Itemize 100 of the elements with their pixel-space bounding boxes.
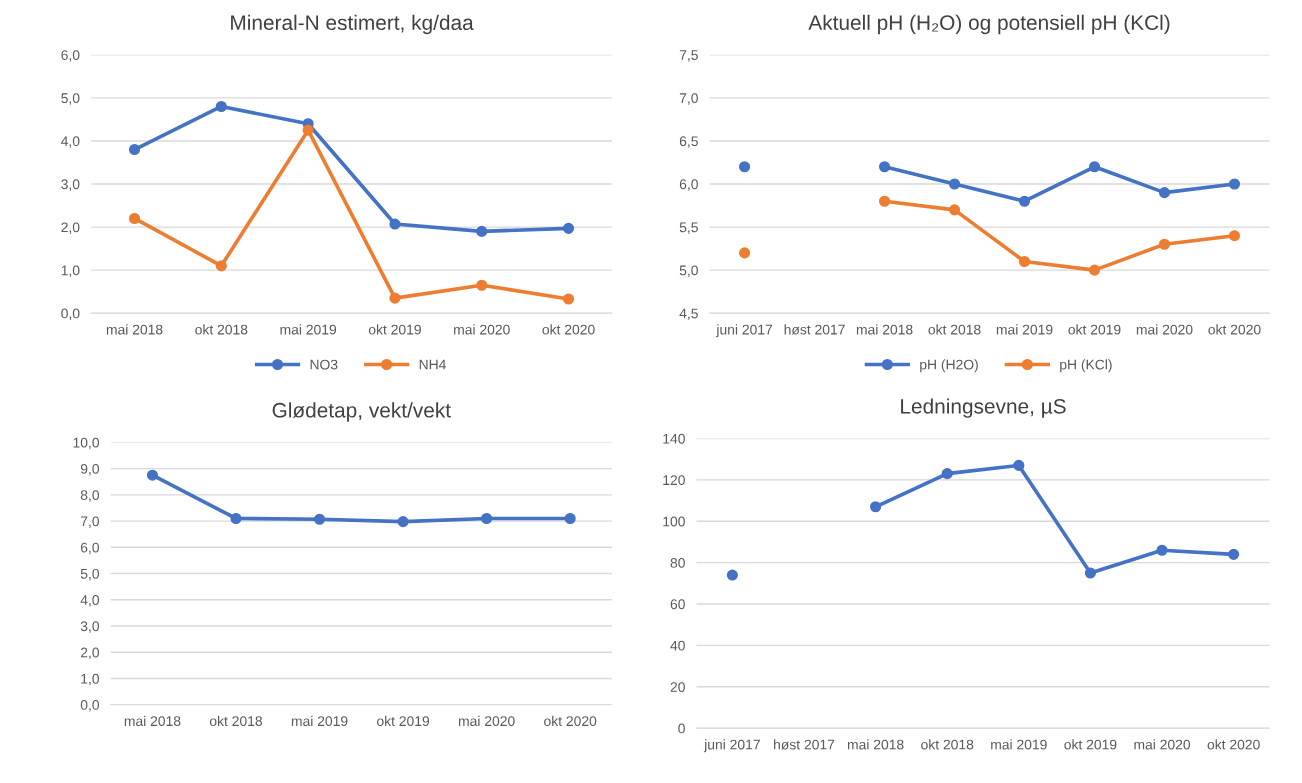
- point: [389, 218, 401, 230]
- y-tick-label: 60: [670, 599, 685, 610]
- y-tick-label: 1,0: [81, 673, 100, 686]
- y-tick-label: 140: [663, 433, 685, 444]
- legend-label: NO3: [310, 359, 338, 370]
- x-tick-label: mai 2019: [280, 324, 337, 335]
- x-tick-label: okt 2019: [1064, 739, 1117, 750]
- point: [476, 225, 488, 237]
- point: [1158, 238, 1171, 250]
- point: [941, 468, 953, 480]
- point: [128, 143, 141, 156]
- y-tick-label: 3,0: [61, 179, 80, 191]
- point: [481, 512, 493, 525]
- point: [739, 247, 751, 259]
- point: [878, 195, 891, 207]
- point: [870, 501, 882, 513]
- y-tick-label: 10,0: [73, 437, 100, 450]
- point: [1013, 459, 1025, 471]
- legend-label: pH (KCl): [1060, 359, 1112, 373]
- y-tick-label: 6,0: [80, 542, 100, 555]
- point: [128, 212, 141, 225]
- point: [1088, 264, 1101, 276]
- point: [313, 513, 326, 525]
- y-tick-label: 100: [663, 516, 685, 527]
- x-tick-label: mai 2018: [856, 324, 913, 335]
- point: [389, 292, 401, 304]
- point: [726, 569, 738, 581]
- point: [1228, 548, 1240, 560]
- point: [948, 178, 961, 190]
- legend-label: NH4: [419, 359, 446, 370]
- x-tick-label: okt 2019: [368, 324, 421, 335]
- x-tick-label: mai 2019: [996, 324, 1053, 335]
- x-tick-label: okt 2018: [195, 324, 248, 335]
- y-tick-label: 2,0: [61, 222, 80, 234]
- x-tick-label: mai 2020: [458, 715, 515, 727]
- y-tick-label: 5,0: [80, 568, 100, 581]
- point: [146, 469, 158, 481]
- point: [397, 516, 409, 528]
- y-tick-label: 5,5: [679, 222, 698, 234]
- y-tick-label: 6,0: [679, 179, 698, 191]
- point: [215, 260, 227, 272]
- y-tick-label: 6,0: [61, 50, 80, 62]
- x-tick-label: okt 2018: [928, 324, 981, 335]
- y-tick-label: 4,5: [679, 308, 698, 321]
- point: [215, 100, 227, 113]
- point: [476, 279, 488, 291]
- x-tick-label: mai 2020: [454, 324, 510, 335]
- x-tick-label: okt 2018: [921, 739, 974, 750]
- y-tick-label: 40: [670, 640, 685, 651]
- x-tick-label: mai 2020: [1136, 324, 1193, 335]
- point: [1084, 567, 1096, 579]
- x-tick-label: okt 2020: [542, 324, 595, 335]
- chart-title: Ledningsevne, µS: [901, 398, 1066, 418]
- y-tick-label: 6,5: [679, 136, 698, 148]
- point: [1088, 161, 1101, 173]
- x-tick-label: mai 2018: [124, 715, 181, 727]
- point: [302, 124, 314, 136]
- y-tick-label: 1,0: [61, 265, 80, 277]
- point: [878, 161, 891, 173]
- x-tick-label: mai 2018: [106, 324, 163, 335]
- y-tick-label: 3,0: [80, 621, 100, 633]
- y-tick-label: 0,0: [80, 700, 100, 712]
- point: [1156, 544, 1168, 556]
- chart-title: Glødetap, vekt/vekt: [272, 402, 451, 422]
- x-tick-label: mai 2020: [1134, 739, 1191, 750]
- point: [1228, 230, 1241, 242]
- y-tick-label: 80: [670, 557, 685, 568]
- y-tick-label: 7,5: [679, 50, 698, 62]
- x-tick-label: mai 2019: [991, 739, 1047, 750]
- y-tick-label: 7,0: [80, 516, 100, 528]
- point: [948, 204, 961, 216]
- y-tick-label: 20: [670, 682, 685, 692]
- point: [564, 512, 576, 525]
- point: [230, 512, 242, 525]
- legend-label: pH (H2O): [920, 359, 978, 373]
- x-tick-label: juni 2017: [703, 739, 760, 753]
- y-tick-label: 8,0: [80, 490, 100, 502]
- point: [1018, 195, 1031, 207]
- y-tick-label: 7,0: [679, 93, 698, 105]
- x-tick-label: juni 2017: [716, 324, 773, 338]
- x-tick-label: mai 2019: [291, 715, 348, 727]
- chart-title: Mineral-N estimert, kg/daa: [231, 14, 474, 35]
- x-tick-label: mai 2018: [847, 739, 904, 750]
- x-tick-label: okt 2020: [544, 715, 597, 727]
- point: [1228, 178, 1241, 190]
- x-tick-label: okt 2019: [377, 715, 430, 727]
- y-tick-label: 4,0: [61, 136, 80, 148]
- y-tick-label: 120: [663, 475, 685, 486]
- chart-title: Aktuell pH (H₂O) og potensiell pH (KCl): [808, 14, 1170, 35]
- point: [562, 222, 575, 234]
- x-tick-label: okt 2018: [209, 715, 263, 727]
- x-tick-label: okt 2020: [1207, 739, 1260, 750]
- x-tick-label: okt 2019: [1068, 324, 1121, 335]
- y-tick-label: 2,0: [80, 647, 100, 660]
- y-tick-label: 5,0: [679, 265, 698, 277]
- y-tick-label: 0: [678, 723, 685, 734]
- point: [562, 293, 575, 305]
- point: [1158, 187, 1171, 199]
- y-tick-label: 4,0: [80, 595, 100, 607]
- x-tick-label: høst 2017: [784, 324, 845, 335]
